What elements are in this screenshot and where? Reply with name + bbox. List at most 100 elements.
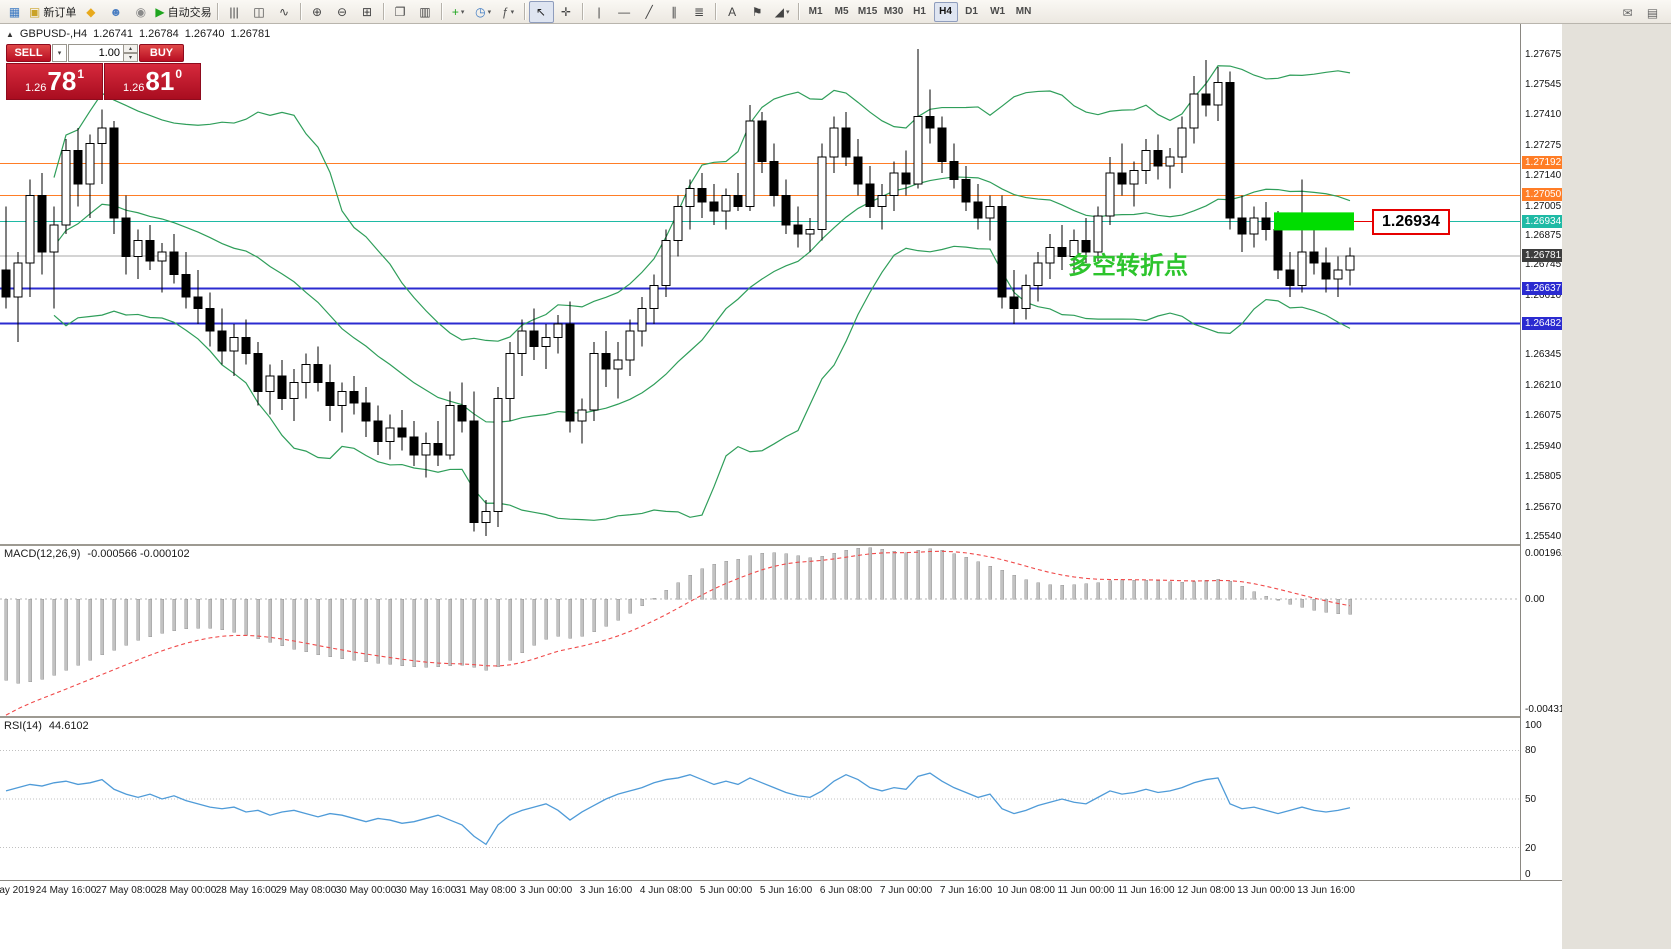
crosshair-button[interactable]: ✛: [554, 1, 579, 23]
ohlc-close: 1.26781: [230, 28, 271, 40]
macd-values: -0.000566 -0.000102: [87, 548, 190, 560]
autotrading-button[interactable]: ▶ 自动交易: [153, 1, 213, 23]
price-level-label: 1.27192: [1522, 156, 1562, 170]
ohlc-open: 1.26741: [93, 28, 133, 40]
channel-button[interactable]: ∥: [662, 1, 687, 23]
candles-layer[interactable]: [1, 48, 1355, 537]
sell-button[interactable]: SELL: [6, 44, 51, 62]
toolbar-separator: [440, 3, 443, 20]
time-label: 31 May 08:00: [455, 885, 517, 896]
tile-windows-button[interactable]: ⊞: [355, 1, 380, 23]
label-button[interactable]: ⚑: [745, 1, 770, 23]
price-tick: 1.27545: [1525, 78, 1562, 90]
text-button[interactable]: A: [720, 1, 745, 23]
toolbar-separator: [523, 3, 526, 20]
toolbar-separator: [299, 3, 302, 20]
line-chart-button[interactable]: ∿: [272, 1, 297, 23]
new-chart-icon: ❐: [394, 4, 406, 19]
market-info-icon[interactable]: ◉: [128, 1, 153, 23]
news-icon[interactable]: ✉: [1615, 2, 1640, 24]
timeframe-m30-button[interactable]: M30: [883, 6, 904, 17]
add-indicator-button[interactable]: + ▾: [446, 1, 471, 23]
timeframe-m5-button[interactable]: M5: [834, 6, 849, 17]
buy-button[interactable]: BUY: [139, 44, 184, 62]
new-order-button[interactable]: ▣ 新订单: [27, 1, 78, 23]
templates-icon: ƒ: [501, 4, 509, 19]
one-click-trading-panel: SELL ▾ ▴ ▾ BUY 1.26781: [6, 44, 202, 100]
volume-increase-button[interactable]: ▴: [124, 44, 138, 53]
time-label: 6 Jun 08:00: [819, 885, 873, 896]
price-callout-label[interactable]: 1.26934: [1372, 208, 1450, 235]
price-tick: 1.26345: [1525, 349, 1562, 361]
profiles-button[interactable]: ▥: [413, 1, 438, 23]
toolbar-separator: [581, 3, 584, 20]
text-icon: A: [728, 4, 737, 19]
bar-chart-icon: |||: [229, 4, 239, 19]
timeframe-m1-button[interactable]: M1: [808, 6, 823, 17]
horizontal-line-button[interactable]: —: [612, 1, 637, 23]
dropdown-arrow-icon: ▾: [487, 8, 492, 16]
timeframe-w1-button[interactable]: W1: [990, 6, 1006, 17]
panel-splitter[interactable]: [0, 544, 1562, 546]
macd-plot[interactable]: [0, 546, 1520, 716]
price-level-label: 1.27050: [1522, 188, 1562, 202]
shapes-button[interactable]: ◢ ▾: [770, 1, 795, 23]
zoom-out-button[interactable]: ⊖: [330, 1, 355, 23]
cursor-button[interactable]: ↖: [528, 0, 554, 23]
price-tick: 1.25670: [1525, 501, 1562, 513]
trendline-button[interactable]: ╱: [637, 1, 662, 23]
timeframe-d1-button[interactable]: D1: [965, 6, 978, 17]
chart-header: ▲ GBPUSD-,H4 1.26741 1.26784 1.26740 1.2…: [6, 28, 270, 40]
price-tick: 1.27410: [1525, 109, 1562, 121]
autotrading-icon: ▶: [155, 4, 165, 19]
new-chart-button[interactable]: ❐: [388, 1, 413, 23]
one-click-toggle-icon[interactable]: ▲: [6, 29, 14, 39]
timeframe-mn-button[interactable]: MN: [1015, 6, 1032, 17]
time-label: 24 May 2019: [0, 885, 35, 896]
timeframe-h1-button[interactable]: H1: [913, 6, 926, 17]
bar-chart-button[interactable]: |||: [222, 1, 247, 23]
time-label: 30 May 16:00: [395, 885, 457, 896]
fibonacci-button[interactable]: ≣: [687, 1, 712, 23]
order-type-dropdown[interactable]: ▾: [52, 44, 67, 62]
macd-signal-line[interactable]: [5, 550, 1351, 716]
announcement-icon[interactable]: ◆: [78, 1, 103, 23]
volume-input[interactable]: [68, 44, 124, 62]
time-label: 4 Jun 08:00: [639, 885, 693, 896]
community-icon[interactable]: ☻: [103, 1, 128, 23]
sell-price-button[interactable]: 1.26 78 1: [6, 63, 103, 100]
account-icon[interactable]: ▤: [1640, 2, 1665, 24]
fibonacci-icon: ≣: [694, 4, 705, 19]
macd-max-tick: 0.001962: [1525, 548, 1567, 559]
highlight-rectangle[interactable]: [1274, 212, 1354, 231]
candlestick-chart-button[interactable]: ◫: [247, 1, 272, 23]
rsi-plot[interactable]: [0, 718, 1520, 880]
terminal-icon: ▦: [2, 1, 27, 23]
main-chart-plot[interactable]: 多空转折点: [0, 24, 1520, 544]
timeframe-m15-button[interactable]: M15: [857, 6, 878, 17]
time-label: 7 Jun 00:00: [879, 885, 933, 896]
templates-button[interactable]: ƒ ▾: [496, 1, 521, 23]
price-tick: 1.27140: [1525, 170, 1562, 182]
vertical-line-button[interactable]: |: [587, 1, 612, 23]
zoom-in-button[interactable]: ⊕: [305, 1, 330, 23]
macd-name: MACD(12,26,9): [4, 548, 81, 560]
bollinger-bands[interactable]: [53, 65, 1351, 521]
rsi-name: RSI(14): [4, 720, 42, 732]
rsi-indicator-label: RSI(14) 44.6102: [4, 720, 89, 732]
price-tick: 1.27675: [1525, 49, 1562, 61]
annotation-text[interactable]: 多空转折点: [1068, 251, 1188, 279]
price-axis[interactable]: 1.27675 1.27545 1.27410 1.27275 1.27140 1.270…: [1520, 24, 1570, 880]
community-icon-icon: ☻: [109, 4, 123, 19]
toolbar-separator: [216, 3, 219, 20]
macd-histogram[interactable]: [4, 547, 1352, 684]
timeframe-h4-button[interactable]: H4: [933, 1, 958, 22]
cursor-icon: ↖: [536, 4, 547, 19]
buy-price-button[interactable]: 1.26 81 0: [104, 63, 201, 100]
zoom-out-icon: ⊖: [337, 4, 348, 19]
rsi-line[interactable]: [5, 772, 1351, 846]
panel-splitter[interactable]: [0, 716, 1562, 718]
volume-decrease-button[interactable]: ▾: [124, 53, 138, 62]
periods-button[interactable]: ◷ ▾: [471, 1, 496, 23]
